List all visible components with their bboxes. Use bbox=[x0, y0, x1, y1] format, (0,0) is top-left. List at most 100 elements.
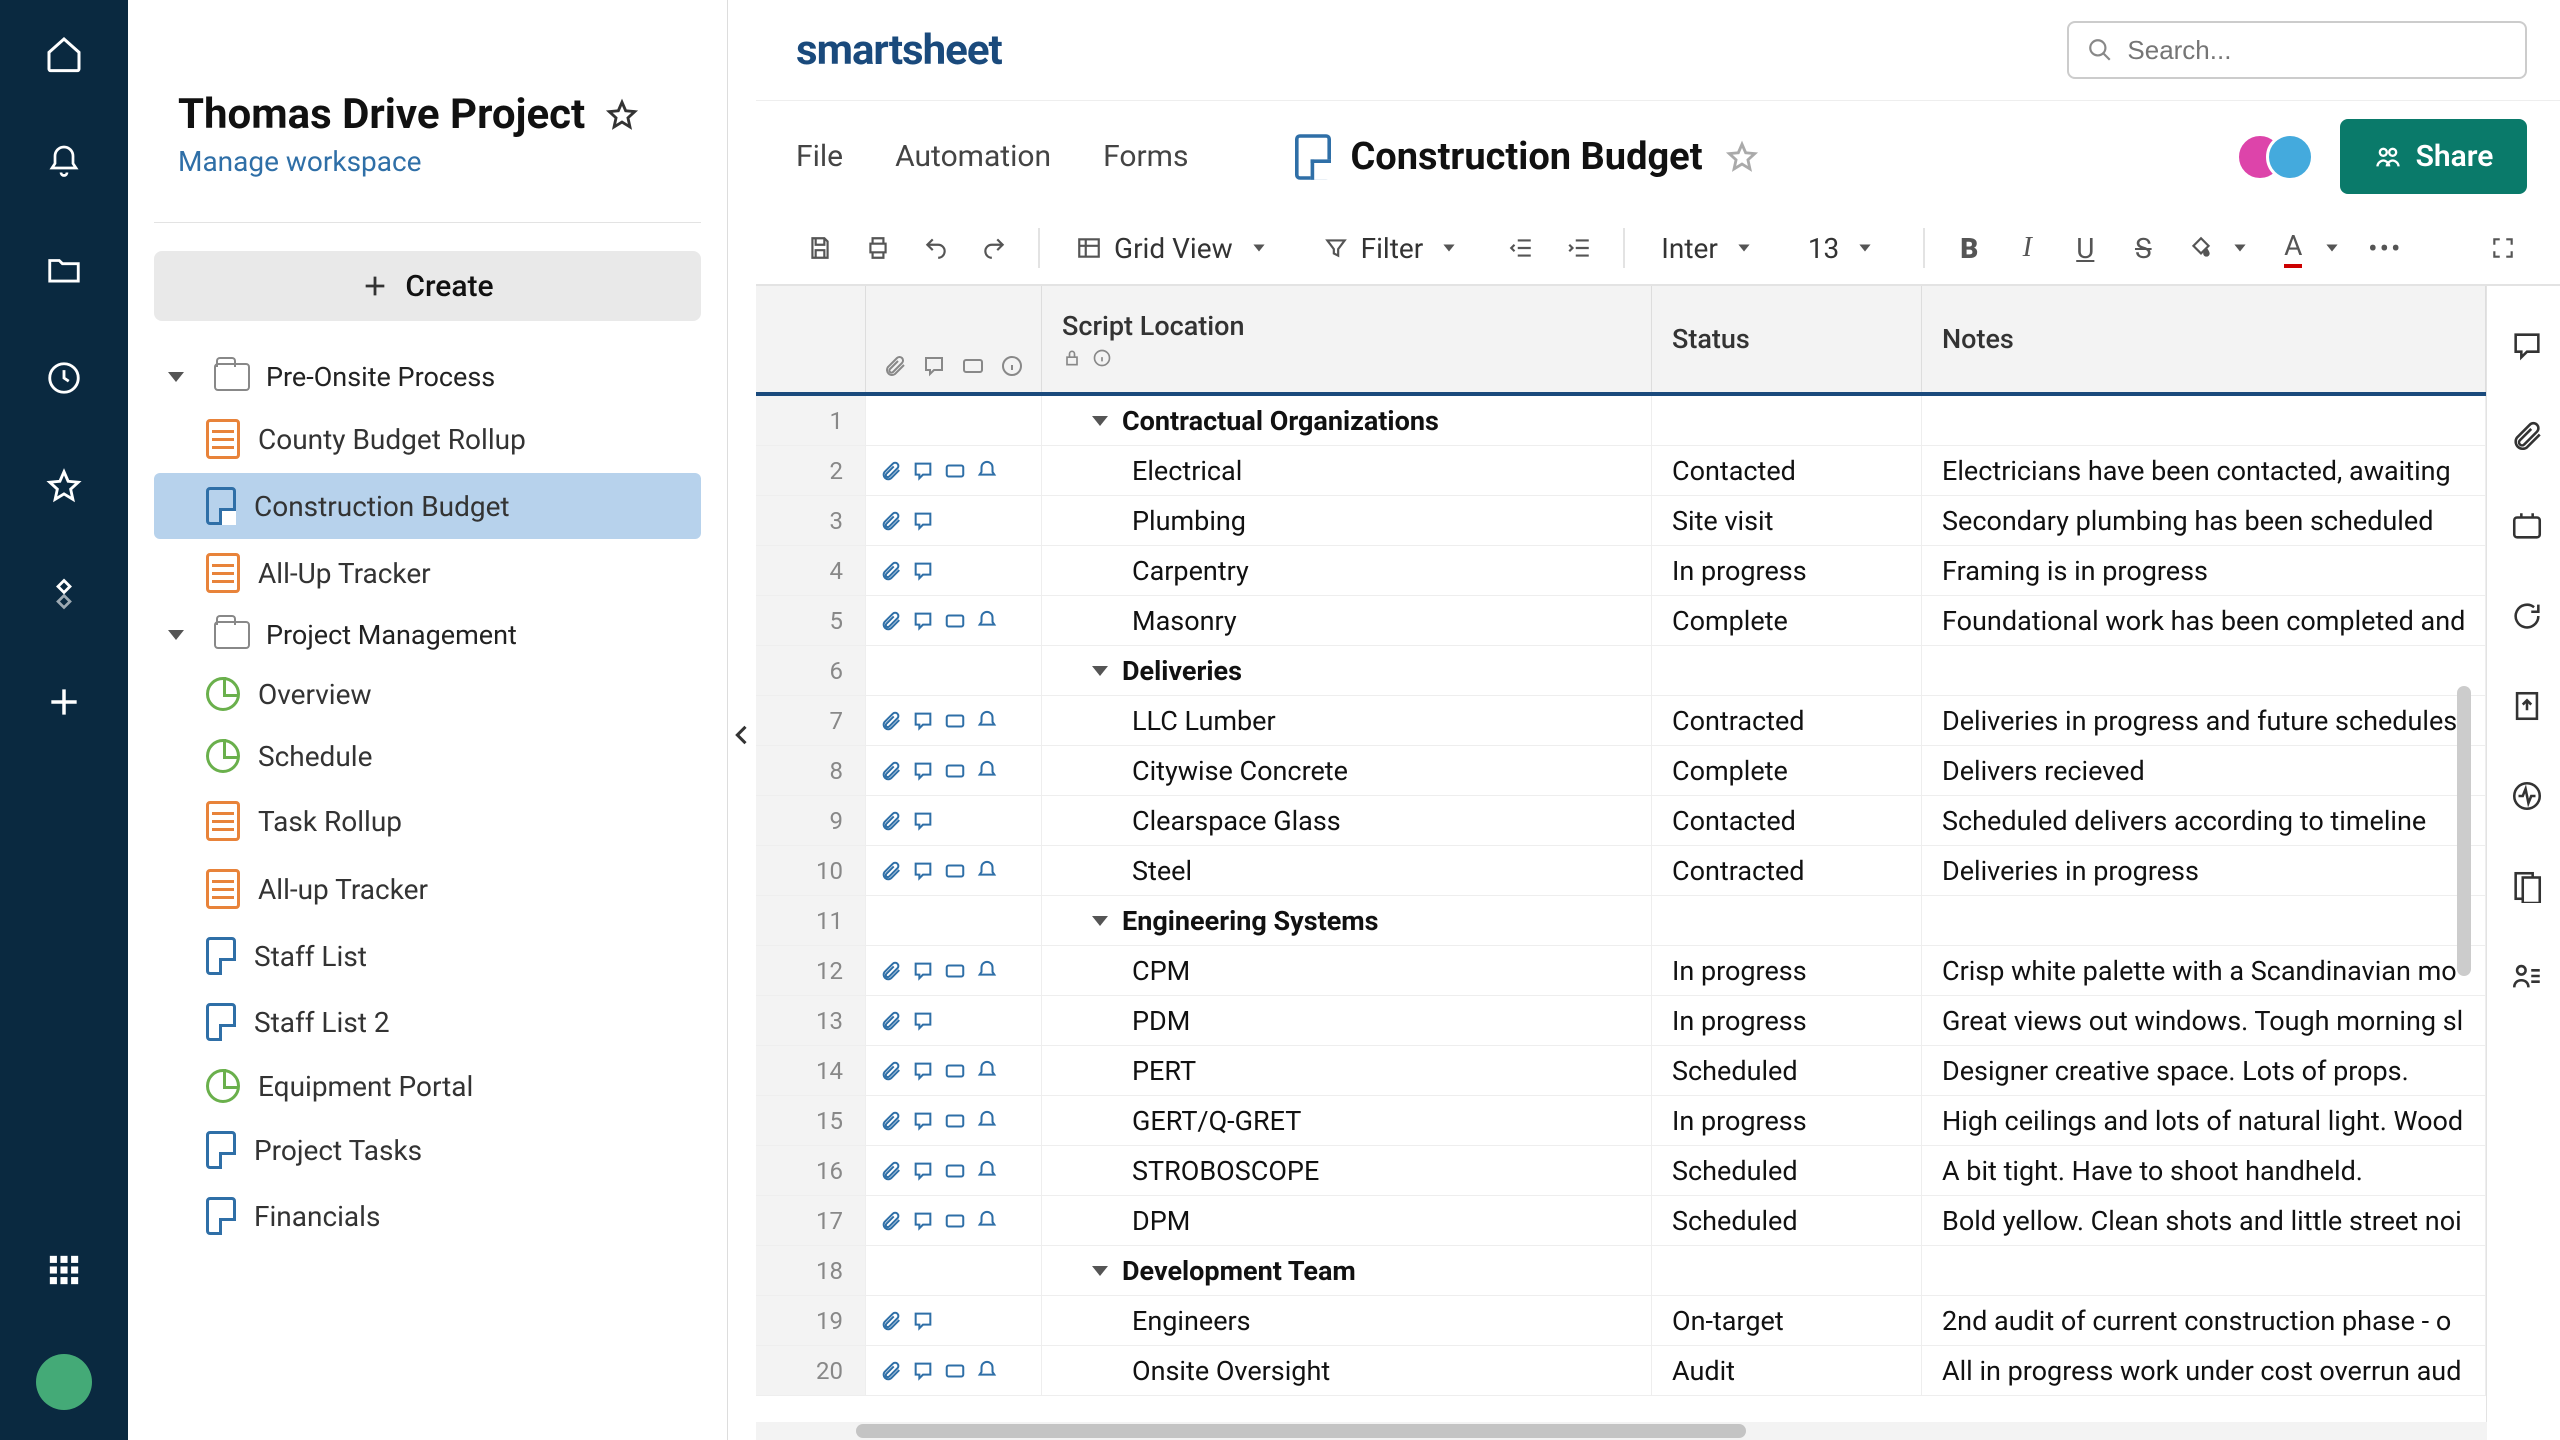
cell-status[interactable]: Complete bbox=[1652, 596, 1922, 645]
row-number[interactable]: 12 bbox=[756, 946, 866, 995]
cell-notes[interactable] bbox=[1922, 1246, 2486, 1295]
cell-notes[interactable]: High ceilings and lots of natural light.… bbox=[1922, 1096, 2486, 1145]
table-row[interactable]: 1Contractual Organizations bbox=[756, 396, 2486, 446]
nav-group-preonsite[interactable]: Pre-Onsite Process bbox=[154, 349, 701, 405]
cell-notes[interactable]: Framing is in progress bbox=[1922, 546, 2486, 595]
sidebar-item[interactable]: All-Up Tracker bbox=[154, 539, 701, 607]
cell-status[interactable]: Contracted bbox=[1652, 696, 1922, 745]
menu-file[interactable]: File bbox=[796, 139, 843, 174]
collapse-sidebar-button[interactable] bbox=[728, 0, 756, 1440]
table-row[interactable]: 3PlumbingSite visitSecondary plumbing ha… bbox=[756, 496, 2486, 546]
cell-notes[interactable]: Great views out windows. Tough morning s… bbox=[1922, 996, 2486, 1045]
bold-icon[interactable]: B bbox=[1945, 224, 1993, 272]
activity-log-icon[interactable] bbox=[2507, 776, 2547, 816]
cell-main[interactable]: STROBOSCOPE bbox=[1042, 1146, 1652, 1195]
collaborator-avatars[interactable] bbox=[2236, 133, 2314, 181]
cell-notes[interactable]: Crisp white palette with a Scandinavian … bbox=[1922, 946, 2486, 995]
sidebar-item[interactable]: Equipment Portal bbox=[154, 1055, 701, 1117]
row-indicators[interactable] bbox=[866, 646, 1042, 695]
cell-status[interactable] bbox=[1652, 646, 1922, 695]
home-icon[interactable] bbox=[40, 30, 88, 78]
publish-icon[interactable] bbox=[2507, 686, 2547, 726]
sidebar-item[interactable]: Task Rollup bbox=[154, 787, 701, 855]
notifications-icon[interactable] bbox=[40, 138, 88, 186]
search-field[interactable] bbox=[2067, 21, 2527, 79]
italic-icon[interactable]: I bbox=[2003, 224, 2051, 272]
cell-notes[interactable]: Bold yellow. Clean shots and little stre… bbox=[1922, 1196, 2486, 1245]
summary-icon[interactable] bbox=[2507, 866, 2547, 906]
cell-status[interactable]: In progress bbox=[1652, 546, 1922, 595]
cell-main[interactable]: Plumbing bbox=[1042, 496, 1652, 545]
recent-icon[interactable] bbox=[40, 354, 88, 402]
font-selector[interactable]: Inter bbox=[1645, 232, 1782, 265]
cell-status[interactable]: Complete bbox=[1652, 746, 1922, 795]
sidebar-item[interactable]: Schedule bbox=[154, 725, 701, 787]
row-number[interactable]: 11 bbox=[756, 896, 866, 945]
cell-status[interactable]: Site visit bbox=[1652, 496, 1922, 545]
cell-status[interactable]: In progress bbox=[1652, 1096, 1922, 1145]
cell-notes[interactable]: 2nd audit of current construction phase … bbox=[1922, 1296, 2486, 1345]
cell-status[interactable]: Scheduled bbox=[1652, 1046, 1922, 1095]
view-selector[interactable]: Grid View bbox=[1060, 232, 1297, 265]
row-number[interactable]: 15 bbox=[756, 1096, 866, 1145]
row-indicators[interactable] bbox=[866, 696, 1042, 745]
more-icon[interactable]: ••• bbox=[2361, 224, 2409, 272]
filter-button[interactable]: Filter bbox=[1307, 232, 1488, 265]
row-number[interactable]: 2 bbox=[756, 446, 866, 495]
sidebar-item[interactable]: Staff List bbox=[154, 923, 701, 989]
cell-notes[interactable]: A bit tight. Have to shoot handheld. bbox=[1922, 1146, 2486, 1195]
cell-main[interactable]: PERT bbox=[1042, 1046, 1652, 1095]
row-indicators[interactable] bbox=[866, 546, 1042, 595]
outdent-icon[interactable] bbox=[1497, 224, 1545, 272]
table-row[interactable]: 2ElectricalContactedElectricians have be… bbox=[756, 446, 2486, 496]
row-number[interactable]: 3 bbox=[756, 496, 866, 545]
column-header[interactable]: Notes bbox=[1942, 323, 2465, 355]
row-number[interactable]: 20 bbox=[756, 1346, 866, 1395]
cell-main[interactable]: Masonry bbox=[1042, 596, 1652, 645]
row-number[interactable]: 8 bbox=[756, 746, 866, 795]
cell-notes[interactable]: Deliveries in progress bbox=[1922, 846, 2486, 895]
table-row[interactable]: 12CPMIn progressCrisp white palette with… bbox=[756, 946, 2486, 996]
row-number[interactable]: 16 bbox=[756, 1146, 866, 1195]
share-button[interactable]: Share bbox=[2340, 119, 2528, 194]
cell-status[interactable]: Audit bbox=[1652, 1346, 1922, 1395]
attachment-icon[interactable] bbox=[883, 354, 907, 378]
horizontal-scrollbar[interactable] bbox=[756, 1422, 2487, 1440]
row-number[interactable]: 1 bbox=[756, 396, 866, 445]
save-icon[interactable] bbox=[796, 224, 844, 272]
table-row[interactable]: 19EngineersOn-target2nd audit of current… bbox=[756, 1296, 2486, 1346]
row-indicators[interactable] bbox=[866, 1146, 1042, 1195]
comment-icon[interactable] bbox=[922, 354, 946, 378]
sidebar-item[interactable]: All-up Tracker bbox=[154, 855, 701, 923]
print-icon[interactable] bbox=[854, 224, 902, 272]
cell-status[interactable] bbox=[1652, 896, 1922, 945]
cell-notes[interactable]: Foundational work has been completed and bbox=[1922, 596, 2486, 645]
table-row[interactable]: 6Deliveries bbox=[756, 646, 2486, 696]
cell-notes[interactable]: All in progress work under cost overrun … bbox=[1922, 1346, 2486, 1395]
table-row[interactable]: 16STROBOSCOPEScheduledA bit tight. Have … bbox=[756, 1146, 2486, 1196]
row-indicators[interactable] bbox=[866, 796, 1042, 845]
text-color-icon[interactable]: A bbox=[2269, 224, 2317, 272]
cell-notes[interactable]: Deliveries in progress and future schedu… bbox=[1922, 696, 2486, 745]
table-row[interactable]: 11Engineering Systems bbox=[756, 896, 2486, 946]
sidebar-item[interactable]: Construction Budget bbox=[154, 473, 701, 539]
row-indicators[interactable] bbox=[866, 446, 1042, 495]
brand-logo[interactable]: smartsheet bbox=[796, 26, 1002, 75]
cell-main[interactable]: PDM bbox=[1042, 996, 1652, 1045]
proof-icon[interactable] bbox=[961, 354, 985, 378]
cell-notes[interactable] bbox=[1922, 896, 2486, 945]
column-header[interactable]: Script Location bbox=[1062, 310, 1631, 342]
cell-main[interactable]: GERT/Q-GRET bbox=[1042, 1096, 1652, 1145]
cell-notes[interactable]: Delivers recieved bbox=[1922, 746, 2486, 795]
favorites-icon[interactable] bbox=[40, 462, 88, 510]
cell-main[interactable]: Clearspace Glass bbox=[1042, 796, 1652, 845]
row-indicators[interactable] bbox=[866, 1196, 1042, 1245]
table-row[interactable]: 7LLC LumberContractedDeliveries in progr… bbox=[756, 696, 2486, 746]
resource-mgmt-icon[interactable] bbox=[2507, 956, 2547, 996]
add-icon[interactable] bbox=[40, 678, 88, 726]
row-indicators[interactable] bbox=[866, 396, 1042, 445]
vertical-scrollbar[interactable] bbox=[2457, 686, 2471, 976]
table-row[interactable]: 15 GERT/Q-GRETIn progressHigh ceilings an… bbox=[756, 1096, 2486, 1146]
table-row[interactable]: 9Clearspace GlassContactedScheduled deli… bbox=[756, 796, 2486, 846]
cell-notes[interactable]: Scheduled delivers according to timeline bbox=[1922, 796, 2486, 845]
